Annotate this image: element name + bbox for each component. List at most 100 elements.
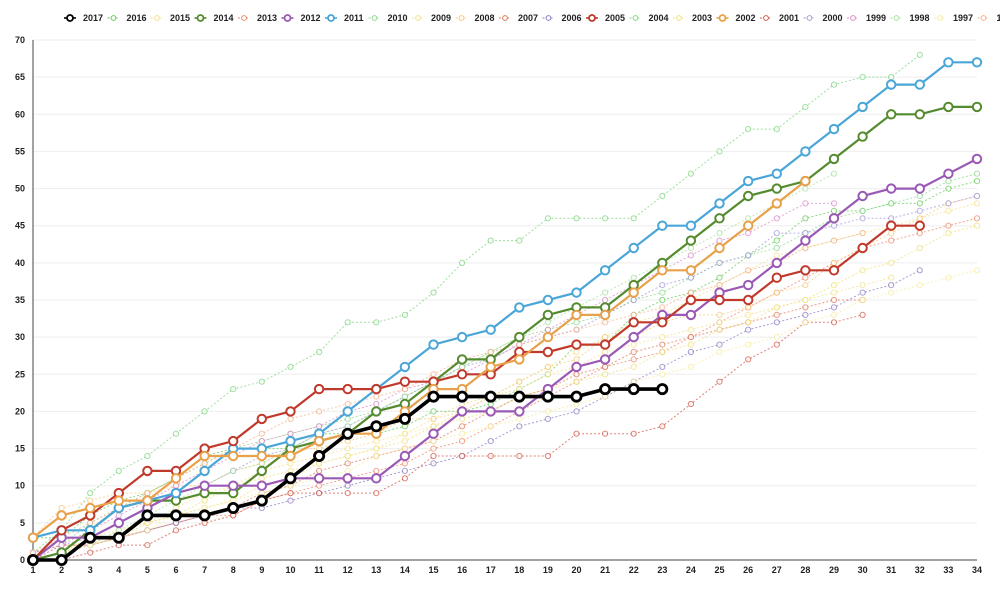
data-point-2008 [888, 230, 895, 237]
data-point-2011 [170, 487, 182, 499]
data-point-1996 [659, 304, 666, 311]
data-point-2011 [800, 146, 811, 157]
data-point-1999 [287, 430, 294, 437]
data-point-1996 [687, 289, 695, 296]
data-point-2008 [716, 311, 723, 318]
legend-label: 2008 [475, 13, 495, 23]
y-tick-label: 10 [15, 481, 25, 491]
series-line-1998 [32, 173, 835, 561]
data-point-1997 [459, 430, 466, 437]
data-point-2002 [170, 473, 182, 484]
data-point-2002 [27, 532, 39, 543]
data-point-2012 [685, 309, 697, 321]
data-point-2008 [830, 259, 838, 266]
data-point-2013 [373, 467, 380, 474]
data-point-2015 [773, 252, 780, 259]
data-point-1999 [602, 296, 609, 304]
data-point-1997 [144, 527, 151, 534]
data-point-2006 [802, 311, 809, 318]
legend-swatch-marker [850, 15, 856, 21]
data-point-2001 [316, 490, 323, 497]
x-tick-label: 10 [285, 565, 295, 575]
y-tick-label: 15 [15, 444, 25, 454]
legend-item-2005: 2005 [586, 13, 625, 23]
data-point-2014 [971, 101, 983, 113]
data-point-1998 [258, 460, 265, 467]
legend-swatch-marker [588, 14, 596, 22]
legend-label: 2016 [127, 13, 147, 23]
data-point-2003 [745, 319, 752, 326]
data-point-2010 [888, 200, 895, 207]
data-point-1997 [973, 267, 981, 274]
data-point-2012 [743, 279, 754, 291]
legend-label: 2004 [649, 13, 669, 23]
data-point-2002 [56, 510, 67, 521]
legend-label: 2010 [388, 13, 408, 23]
data-point-2008 [516, 378, 523, 385]
data-point-2003 [859, 267, 866, 274]
legend-swatch-marker [110, 15, 117, 21]
data-point-2014 [886, 109, 897, 120]
legend-label: 2013 [257, 13, 277, 23]
x-tick-label: 27 [772, 565, 782, 575]
data-point-2011 [771, 168, 782, 179]
data-point-2004 [487, 237, 494, 244]
data-point-2004 [687, 170, 695, 177]
legend-item-2002: 2002 [716, 13, 756, 23]
data-point-2016 [830, 207, 838, 214]
legend-label: 2009 [431, 13, 451, 23]
data-point-2002 [685, 265, 697, 276]
legend-swatch-marker [545, 15, 552, 21]
data-point-2001 [344, 490, 351, 497]
data-point-1996 [373, 393, 380, 400]
data-point-1999 [773, 215, 780, 222]
x-tick-label: 24 [686, 565, 696, 575]
data-point-2002 [599, 309, 611, 321]
series-line-2006 [32, 269, 921, 561]
data-point-1999 [373, 400, 380, 408]
x-tick-label: 22 [629, 565, 639, 575]
data-point-2010 [344, 415, 351, 422]
data-point-2012 [886, 183, 897, 194]
y-tick-label: 40 [15, 258, 25, 268]
series-line-2014 [32, 105, 977, 562]
data-point-2008 [87, 497, 94, 504]
data-point-2008 [544, 363, 552, 370]
data-point-2001 [544, 452, 552, 460]
data-point-2017 [541, 390, 554, 403]
data-point-2013 [973, 215, 981, 222]
data-point-1996 [344, 400, 351, 408]
data-point-2012 [456, 406, 468, 417]
data-point-1996 [859, 230, 866, 237]
legend-label: 2003 [692, 13, 712, 23]
x-tick-label: 11 [314, 565, 324, 575]
data-point-2006 [287, 497, 294, 504]
data-point-2005 [371, 383, 382, 395]
data-point-1997 [544, 408, 552, 415]
data-point-2007 [830, 296, 838, 304]
data-point-2009 [830, 289, 838, 296]
legend-item-2010: 2010 [368, 13, 408, 23]
data-point-1998 [544, 319, 552, 326]
data-point-2006 [773, 319, 780, 326]
data-point-2014 [685, 235, 697, 246]
data-point-2005 [800, 265, 811, 276]
x-tick-label: 16 [457, 565, 467, 575]
series-line-2004 [32, 54, 921, 553]
axes [32, 40, 977, 561]
data-point-2010 [773, 244, 780, 252]
data-point-2003 [344, 452, 351, 460]
y-tick-label: 20 [15, 406, 25, 416]
data-point-2013 [401, 460, 408, 467]
data-point-2009 [544, 371, 552, 378]
data-point-2003 [258, 475, 265, 482]
legend-swatch-marker [66, 14, 74, 22]
data-point-2004 [401, 311, 408, 318]
y-tick-label: 60 [15, 109, 25, 119]
data-point-2017 [370, 420, 383, 433]
data-point-2004 [373, 319, 380, 326]
series-line-1996 [32, 232, 863, 554]
data-point-2005 [628, 317, 639, 328]
data-point-1997 [716, 348, 723, 356]
data-point-2009 [888, 274, 895, 281]
